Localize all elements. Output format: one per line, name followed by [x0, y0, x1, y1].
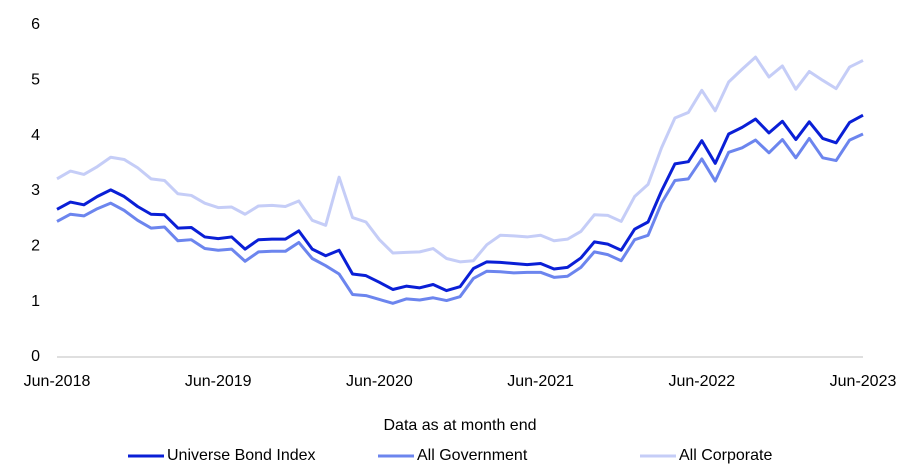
x-tick-label: Jun-2023: [830, 373, 897, 390]
line-series: [56, 55, 864, 264]
y-tick-label: 3: [31, 182, 40, 199]
x-tick-label: Jun-2018: [24, 373, 91, 390]
x-tick-label: Jun-2019: [185, 373, 252, 390]
legend-label: Universe Bond Index: [167, 447, 316, 464]
line-series: [56, 113, 864, 293]
y-tick-label: 6: [31, 16, 40, 33]
legend-label: All Government: [417, 447, 528, 464]
legend-label: All Corporate: [679, 447, 772, 464]
x-tick-label: Jun-2021: [507, 373, 574, 390]
line-series: [56, 132, 864, 305]
y-tick-label: 4: [31, 127, 40, 144]
x-tick-label: Jun-2022: [668, 373, 735, 390]
y-tick-label: 1: [31, 293, 40, 310]
y-tick-label: 5: [31, 72, 40, 89]
y-tick-label: 0: [31, 348, 40, 365]
x-tick-label: Jun-2020: [346, 373, 413, 390]
x-axis-label: Data as at month end: [384, 417, 537, 434]
y-tick-label: 2: [31, 238, 40, 255]
